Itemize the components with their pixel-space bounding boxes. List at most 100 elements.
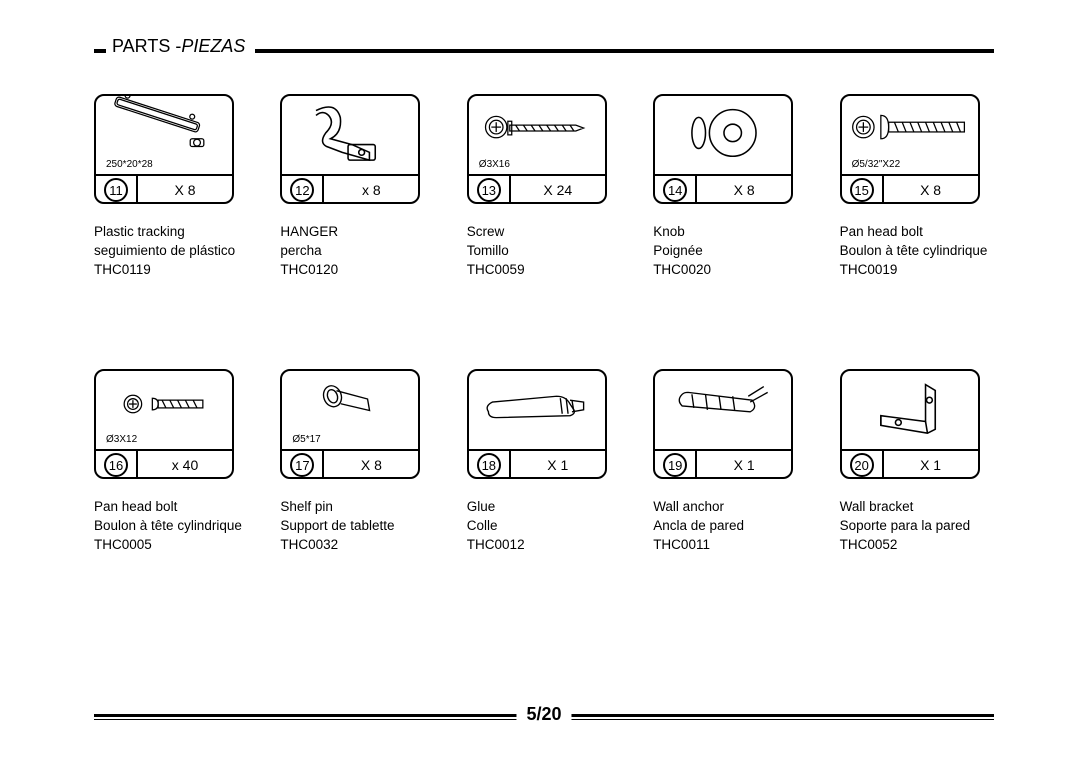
part-desc-line: Shelf pin bbox=[280, 497, 434, 516]
part-illustration bbox=[469, 371, 605, 449]
part-illustration bbox=[282, 96, 418, 174]
part-description: Screw Tomillo THC0059 bbox=[467, 222, 621, 279]
part-number-cell: 16 bbox=[96, 451, 138, 479]
part-description: Shelf pin Support de tablette THC0032 bbox=[280, 497, 434, 554]
part-desc-line: HANGER bbox=[280, 222, 434, 241]
part-number-cell: 12 bbox=[282, 176, 324, 204]
part-number: 16 bbox=[104, 453, 128, 477]
part-desc-line: Wall bracket bbox=[840, 497, 994, 516]
part-desc-line: THC0052 bbox=[840, 535, 994, 554]
part-cell: 19 X 1 Wall anchor Ancla de pared THC001… bbox=[653, 369, 807, 554]
part-desc-line: Colle bbox=[467, 516, 621, 535]
part-description: HANGER percha THC0120 bbox=[280, 222, 434, 279]
part-card: Ø5/32"X22 15 X 8 bbox=[840, 94, 980, 204]
part-cell: Ø5*17 17 X 8 Shelf pin Support de tablet… bbox=[280, 369, 434, 554]
part-cell: Ø3X16 13 X 24 Screw Tomillo THC0059 bbox=[467, 94, 621, 279]
part-number-cell: 18 bbox=[469, 451, 511, 479]
knob-icon bbox=[655, 96, 791, 172]
parts-grid: 250*20*28 11 X 8 Plastic tracking seguim… bbox=[94, 94, 994, 554]
part-illustration: Ø3X16 bbox=[469, 96, 605, 174]
part-qty: X 8 bbox=[884, 176, 978, 204]
part-desc-line: Plastic tracking bbox=[94, 222, 248, 241]
part-desc-line: Boulon à tête cylindrique bbox=[94, 516, 248, 535]
part-card: 18 X 1 bbox=[467, 369, 607, 479]
part-description: Glue Colle THC0012 bbox=[467, 497, 621, 554]
page-footer: 5/20 bbox=[94, 704, 994, 730]
page-header: PARTS -PIEZAS bbox=[94, 36, 994, 66]
hanger-icon bbox=[282, 96, 418, 172]
header-parts-label: PARTS - bbox=[112, 36, 181, 56]
header-piezas-label: PIEZAS bbox=[181, 36, 245, 56]
part-illustration bbox=[655, 96, 791, 174]
part-card-footer: 11 X 8 bbox=[96, 174, 232, 204]
part-desc-line: Poignée bbox=[653, 241, 807, 260]
part-description: Knob Poignée THC0020 bbox=[653, 222, 807, 279]
part-desc-line: Pan head bolt bbox=[840, 222, 994, 241]
part-qty: X 8 bbox=[324, 451, 418, 479]
part-desc-line: Knob bbox=[653, 222, 807, 241]
part-card: 12 x 8 bbox=[280, 94, 420, 204]
part-illustration bbox=[655, 371, 791, 449]
part-desc-line: Pan head bolt bbox=[94, 497, 248, 516]
part-desc-line: THC0012 bbox=[467, 535, 621, 554]
part-description: Plastic tracking seguimiento de plástico… bbox=[94, 222, 248, 279]
part-cell: 250*20*28 11 X 8 Plastic tracking seguim… bbox=[94, 94, 248, 279]
part-cell: 20 X 1 Wall bracket Soporte para la pare… bbox=[840, 369, 994, 554]
part-illustration: Ø5*17 bbox=[282, 371, 418, 449]
part-card-footer: 20 X 1 bbox=[842, 449, 978, 479]
part-desc-line: Boulon à tête cylindrique bbox=[840, 241, 994, 260]
part-card-footer: 13 X 24 bbox=[469, 174, 605, 204]
part-desc-line: Support de tablette bbox=[280, 516, 434, 535]
header-title: PARTS -PIEZAS bbox=[106, 36, 255, 57]
part-qty: X 8 bbox=[138, 176, 232, 204]
part-desc-line: THC0119 bbox=[94, 260, 248, 279]
part-number: 19 bbox=[663, 453, 687, 477]
part-desc-line: THC0019 bbox=[840, 260, 994, 279]
part-card: 14 X 8 bbox=[653, 94, 793, 204]
part-card-footer: 12 x 8 bbox=[282, 174, 418, 204]
part-number-cell: 13 bbox=[469, 176, 511, 204]
part-desc-line: THC0011 bbox=[653, 535, 807, 554]
part-card-footer: 17 X 8 bbox=[282, 449, 418, 479]
part-illustration: Ø3X12 bbox=[96, 371, 232, 449]
part-number: 18 bbox=[477, 453, 501, 477]
part-desc-line: percha bbox=[280, 241, 434, 260]
part-description: Pan head bolt Boulon à tête cylindrique … bbox=[840, 222, 994, 279]
part-qty: X 24 bbox=[511, 176, 605, 204]
part-cell: Ø3X12 16 x 40 Pan head bolt Boulon à têt… bbox=[94, 369, 248, 554]
part-illustration: 250*20*28 bbox=[96, 96, 232, 174]
part-qty: X 1 bbox=[884, 451, 978, 479]
part-qty: X 1 bbox=[697, 451, 791, 479]
part-number-cell: 15 bbox=[842, 176, 884, 204]
part-cell: 14 X 8 Knob Poignée THC0020 bbox=[653, 94, 807, 279]
part-card: Ø3X12 16 x 40 bbox=[94, 369, 234, 479]
part-desc-line: THC0020 bbox=[653, 260, 807, 279]
part-dimension: Ø5*17 bbox=[292, 434, 320, 445]
part-desc-line: THC0005 bbox=[94, 535, 248, 554]
part-illustration: Ø5/32"X22 bbox=[842, 96, 978, 174]
part-number: 15 bbox=[850, 178, 874, 202]
part-card-footer: 15 X 8 bbox=[842, 174, 978, 204]
part-desc-line: Screw bbox=[467, 222, 621, 241]
part-number: 13 bbox=[477, 178, 501, 202]
part-cell: 12 x 8 HANGER percha THC0120 bbox=[280, 94, 434, 279]
part-number-cell: 19 bbox=[655, 451, 697, 479]
part-description: Wall bracket Soporte para la pared THC00… bbox=[840, 497, 994, 554]
part-card: 19 X 1 bbox=[653, 369, 793, 479]
part-card: Ø3X16 13 X 24 bbox=[467, 94, 607, 204]
part-number-cell: 17 bbox=[282, 451, 324, 479]
part-desc-line: Glue bbox=[467, 497, 621, 516]
part-qty: X 8 bbox=[697, 176, 791, 204]
part-number: 14 bbox=[663, 178, 687, 202]
part-desc-line: THC0120 bbox=[280, 260, 434, 279]
part-card: Ø5*17 17 X 8 bbox=[280, 369, 420, 479]
part-dimension: Ø5/32"X22 bbox=[852, 159, 901, 170]
part-desc-line: seguimiento de plástico bbox=[94, 241, 248, 260]
part-dimension: Ø3X16 bbox=[479, 159, 510, 170]
part-cell: 18 X 1 Glue Colle THC0012 bbox=[467, 369, 621, 554]
part-desc-line: Soporte para la pared bbox=[840, 516, 994, 535]
part-number-cell: 11 bbox=[96, 176, 138, 204]
part-card-footer: 18 X 1 bbox=[469, 449, 605, 479]
part-card-footer: 14 X 8 bbox=[655, 174, 791, 204]
part-description: Wall anchor Ancla de pared THC0011 bbox=[653, 497, 807, 554]
